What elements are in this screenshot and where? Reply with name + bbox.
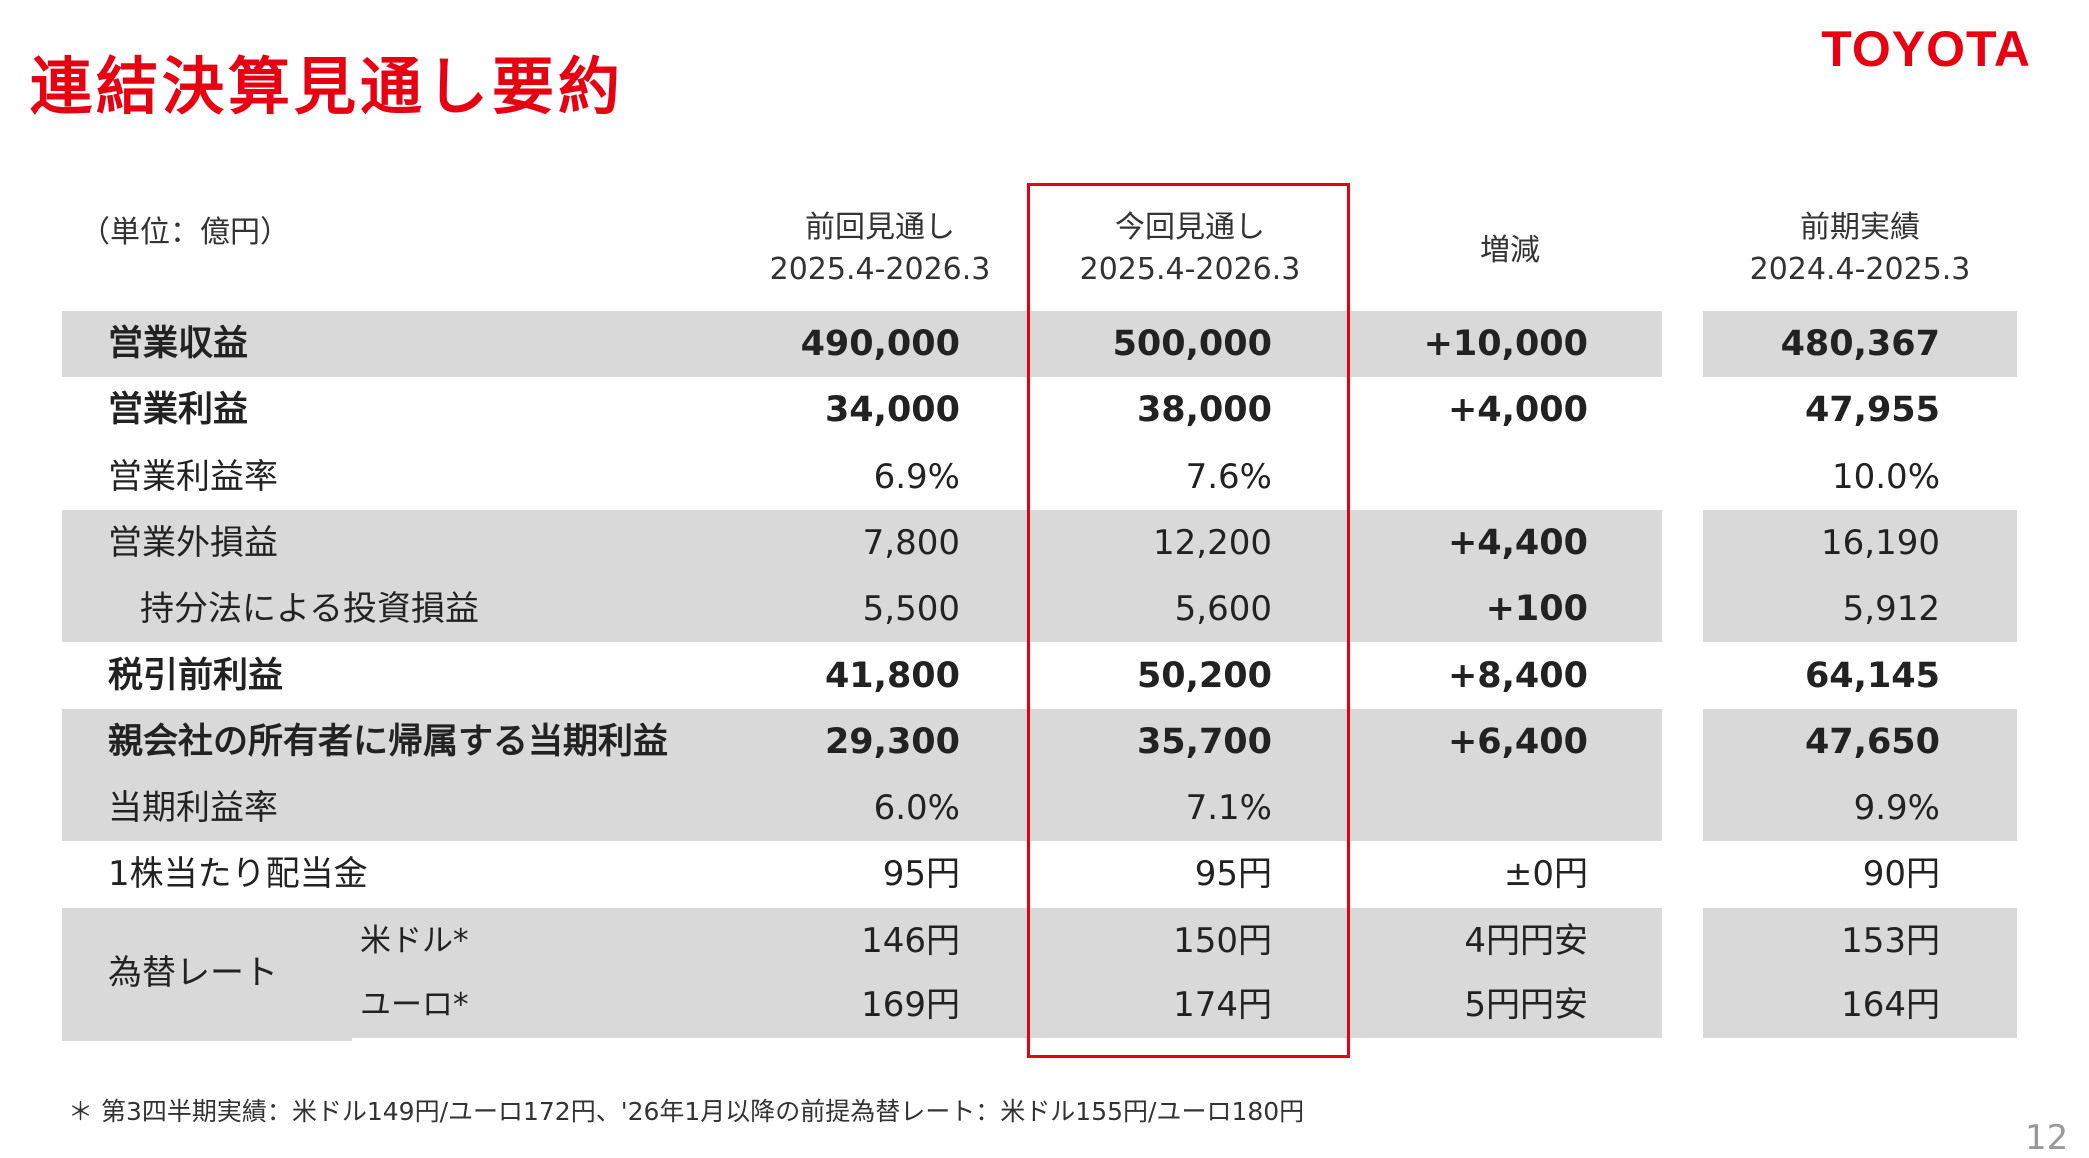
cell-curr: 95円: [1194, 854, 1272, 894]
cell-change: +10,000: [1423, 324, 1588, 364]
fx-cell-prior: 164円: [1841, 985, 1940, 1025]
header-curr-forecast: 今回見通し 2025.4-2026.3: [1045, 207, 1335, 291]
cell-change: +4,000: [1447, 390, 1588, 430]
cell-prior: 64,145: [1804, 656, 1940, 696]
cell-prev: 34,000: [824, 390, 960, 430]
cell-prior: 90円: [1862, 854, 1940, 894]
toyota-logo: TOYOTA: [1821, 21, 2031, 77]
header-prior-actual-period: 2024.4-2025.3: [1749, 252, 1971, 287]
cell-prev: 5,500: [862, 589, 960, 629]
row-label: 税引前利益: [108, 656, 284, 696]
fx-cell-prior: 153円: [1841, 921, 1940, 961]
fx-cell-prev: 146円: [861, 921, 960, 961]
header-change: 増減: [1360, 230, 1660, 272]
cell-change: ±0円: [1503, 854, 1588, 894]
row-label: 当期利益率: [108, 788, 278, 828]
cell-prior: 10.0%: [1831, 457, 1940, 497]
current-forecast-highlight: [1027, 183, 1350, 1058]
row-band: [62, 709, 1662, 841]
cell-prev: 6.0%: [873, 788, 960, 828]
row-label: 営業外損益: [108, 523, 278, 563]
cell-change: +100: [1485, 589, 1588, 629]
fx-currency-label: 米ドル*: [360, 923, 469, 959]
row-label: 営業利益: [108, 390, 249, 430]
unit-label: （単位：億円）: [80, 215, 290, 250]
cell-curr: 7.1%: [1185, 788, 1272, 828]
cell-prev: 29,300: [824, 722, 960, 762]
fx-cell-prev: 169円: [861, 985, 960, 1025]
cell-prev: 6.9%: [873, 457, 960, 497]
header-curr-forecast-period: 2025.4-2026.3: [1079, 252, 1301, 287]
header-prior-actual-label: 前期実績: [1800, 210, 1920, 245]
row-band: [1703, 510, 2017, 642]
cell-prior: 480,367: [1780, 324, 1940, 364]
footnote: ＊ 第3四半期実績：米ドル149円/ユーロ172円、'26年1月以降の前提為替レ…: [68, 1097, 1305, 1126]
fx-cell-curr: 150円: [1173, 921, 1272, 961]
cell-curr: 12,200: [1153, 523, 1272, 563]
row-label: 営業収益: [108, 324, 249, 364]
row-label: 1株当たり配当金: [108, 854, 368, 894]
header-change-label: 増減: [1480, 233, 1540, 268]
page-title: 連結決算見通し要約: [30, 50, 625, 123]
fx-currency-label: ユーロ*: [360, 987, 469, 1023]
fx-cell-curr: 174円: [1173, 985, 1272, 1025]
header-prev-forecast-period: 2025.4-2026.3: [769, 252, 991, 287]
row-label: 持分法による投資損益: [140, 589, 479, 629]
cell-prev: 41,800: [824, 656, 960, 696]
cell-prior: 9.9%: [1853, 788, 1940, 828]
row-band: [62, 510, 1662, 642]
cell-prior: 5,912: [1842, 589, 1940, 629]
cell-change: +8,400: [1447, 656, 1588, 696]
cell-change: +6,400: [1447, 722, 1588, 762]
page-number: 12: [2025, 1118, 2069, 1158]
cell-prev: 95円: [882, 854, 960, 894]
header-curr-forecast-label: 今回見通し: [1115, 210, 1265, 245]
cell-curr: 5,600: [1174, 589, 1272, 629]
cell-prior: 16,190: [1821, 523, 1940, 563]
fx-divider: [62, 1038, 352, 1041]
cell-prev: 7,800: [862, 523, 960, 563]
row-band: [62, 908, 1662, 1038]
cell-prior: 47,650: [1804, 722, 1940, 762]
cell-curr: 38,000: [1136, 390, 1272, 430]
cell-curr: 7.6%: [1185, 457, 1272, 497]
row-band: [62, 311, 1662, 377]
cell-prev: 490,000: [800, 324, 960, 364]
row-label: 親会社の所有者に帰属する当期利益: [108, 722, 669, 762]
row-band: [1703, 311, 2017, 377]
row-band: [1703, 908, 2017, 1038]
row-band: [1703, 709, 2017, 841]
header-prior-actual: 前期実績 2024.4-2025.3: [1700, 207, 2020, 291]
fx-label: 為替レート: [108, 953, 278, 993]
cell-curr: 500,000: [1112, 324, 1272, 364]
cell-curr: 50,200: [1136, 656, 1272, 696]
cell-change: +4,400: [1447, 523, 1588, 563]
row-label: 営業利益率: [108, 457, 278, 497]
header-prev-forecast-label: 前回見通し: [805, 210, 955, 245]
fx-cell-change: 5円円安: [1464, 985, 1588, 1025]
fx-cell-change: 4円円安: [1464, 921, 1588, 961]
cell-curr: 35,700: [1136, 722, 1272, 762]
cell-prior: 47,955: [1804, 390, 1940, 430]
header-prev-forecast: 前回見通し 2025.4-2026.3: [730, 207, 1030, 291]
